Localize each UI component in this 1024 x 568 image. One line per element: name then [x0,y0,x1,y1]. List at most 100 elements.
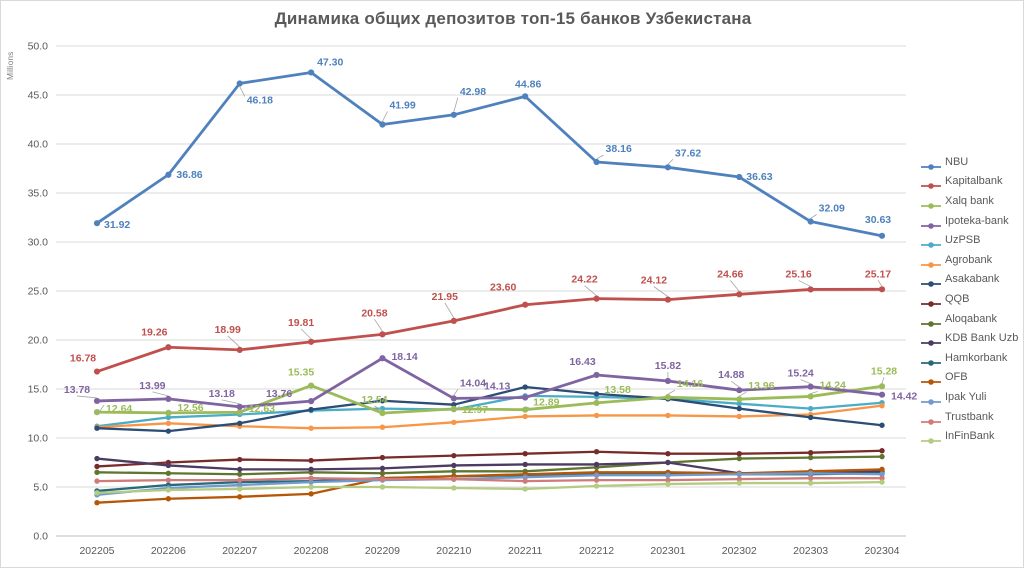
label-leader-line [596,395,603,401]
series-line-trustbank [95,477,884,483]
label-leader-line [800,379,811,385]
x-tick-label: 202205 [79,545,114,557]
series-point-kapitalbank [450,317,457,324]
series-point-trustbank [379,476,386,482]
series-point-xalq-bank [522,406,529,413]
legend-label: Ipak Yuli [945,390,987,403]
data-label: 32.09 [819,203,845,215]
data-label: 24.66 [717,268,743,280]
series-point-nbu [664,164,672,171]
legend-label: Ipoteka-bank [945,214,1009,227]
series-point-kdb-bank-uzb [451,462,457,469]
data-label: 13.58 [605,384,631,396]
x-tick-label: 202206 [151,545,186,557]
series-point-ipak-yuli [879,471,885,477]
label-leader-line [453,405,461,413]
series-point-xalq-bank [807,393,814,400]
legend-item-ipoteka-bank[interactable]: Ipoteka-bank [921,211,1023,231]
series-line-asakabank [95,385,884,433]
legend-item-asakabank[interactable]: Asakabank [921,270,1023,290]
series-point-kapitalbank [379,331,386,338]
series-point-xalq-bank [736,396,743,403]
legend-item-ipak-yuli[interactable]: Ipak Yuli [921,387,1023,407]
series-point-agrobank [736,413,742,420]
series-point-ipak-yuli [237,482,243,488]
series-point-trustbank [879,475,885,481]
legend-label: NBU [945,155,969,168]
series-point-ipoteka-bank [379,355,386,362]
legend-item-ofb[interactable]: OFB [921,368,1023,388]
series-point-asakabank [308,406,314,413]
series-point-ipoteka-bank [522,394,529,401]
series-point-qqb [736,450,742,457]
legend-item-agrobank[interactable]: Agrobank [921,250,1023,270]
series-line-kapitalbank [95,287,884,373]
label-leader-line [798,280,811,287]
legend-item-qqb[interactable]: QQB [921,289,1023,309]
label-leader-line [96,404,105,416]
label-leader-line [667,159,674,165]
series-point-ipoteka-bank [307,398,315,405]
chart-legend: NBU Kapitalbank Xalq bank Ipoteka-bank UzPSB… [921,152,1023,446]
legend-item-hamkorbank[interactable]: Hamkorbank [921,348,1023,368]
series-point-infinbank [807,480,814,486]
data-label: 21.95 [432,291,458,303]
data-label: 14.13 [484,381,510,393]
series-point-asakabank [593,391,600,397]
series-point-nbu [307,69,315,76]
legend-item-nbu[interactable]: NBU [921,152,1023,172]
label-leader-line [881,377,885,384]
data-label: 12.97 [462,404,488,416]
series-point-xalq-bank [236,409,243,416]
label-leader-line [227,335,240,348]
series-point-trustbank [522,478,528,484]
series-point-trustbank [237,477,243,483]
legend-item-aloqabank[interactable]: Aloqabank [921,309,1023,329]
data-label: 15.35 [288,367,314,379]
label-leader-line [239,86,246,97]
legend-item-xalq-bank[interactable]: Xalq bank [921,191,1023,211]
series-line-nbu [95,71,884,238]
series-point-infinbank [736,480,742,486]
legend-item-infinbank[interactable]: InFinBank [921,426,1023,446]
series-point-kdb-bank-uzb [237,466,243,473]
label-leader-line [729,280,740,292]
data-label: 12.89 [533,397,559,409]
series-point-infinbank [308,484,314,490]
data-label: 19.26 [141,326,167,338]
label-leader-line [453,97,459,112]
data-label: 14.16 [677,378,703,390]
legend-label: QQB [945,292,970,305]
legend-item-kapitalbank[interactable]: Kapitalbank [921,172,1023,192]
series-point-nbu [450,111,457,118]
y-tick-label: 45.0 [28,90,49,102]
data-label: 38.16 [606,143,632,155]
legend-series-marker-icon [921,432,941,444]
series-point-ipak-yuli [665,472,671,478]
series-point-ipak-yuli [522,474,528,480]
legend-item-trustbank[interactable]: Trustbank [921,407,1023,427]
legend-item-kdb-bank-uzb[interactable]: KDB Bank Uzb [921,328,1023,348]
series-point-kapitalbank [593,295,600,302]
label-leader-line [596,154,604,160]
legend-item-uzpsb[interactable]: UzPSB [921,230,1023,250]
series-point-nbu [807,218,814,225]
series-point-qqb [593,449,600,455]
label-leader-line [382,111,388,122]
label-leader-line [739,391,747,397]
series-point-agrobank [665,412,671,419]
data-label: 19.81 [288,317,314,329]
series-point-aloqabank [736,455,742,462]
data-label: 13.99 [139,380,165,392]
legend-label: Xalq bank [945,194,994,207]
series-point-trustbank [94,478,100,484]
data-label: 15.82 [655,360,681,372]
data-label: 16.78 [70,353,96,365]
series-point-kapitalbank [736,291,743,298]
label-leader-line [444,302,455,319]
series-point-ofb [165,496,172,502]
series-point-qqb [379,454,386,461]
data-label: 12.64 [106,403,132,415]
series-point-agrobank [308,425,314,431]
